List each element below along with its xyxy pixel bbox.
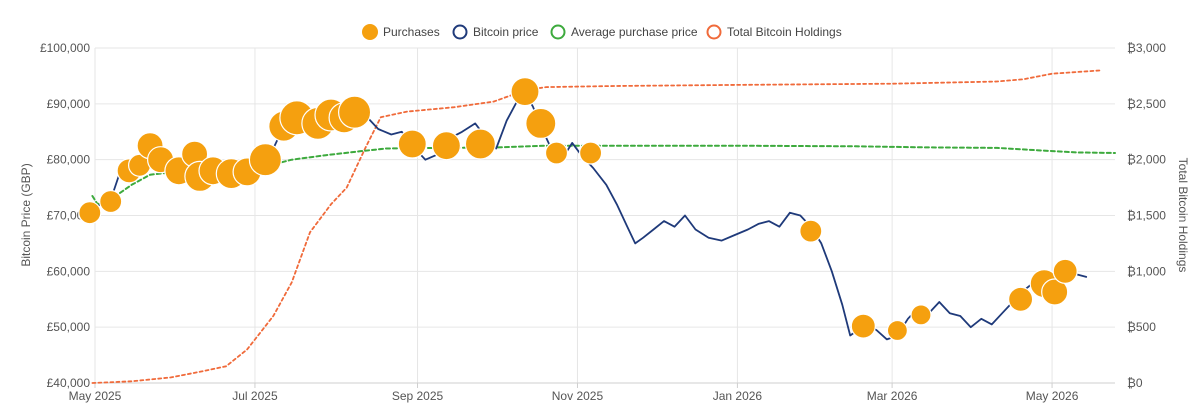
y-left-tick-label: £100,000 — [40, 41, 90, 55]
x-tick-label: May 2026 — [1026, 389, 1079, 403]
purchase-point — [1041, 278, 1069, 306]
legend-marker-hollow-icon — [452, 24, 468, 40]
bitcoin-price-line — [88, 91, 1088, 341]
purchase-point — [799, 219, 823, 243]
legend-item: Total Bitcoin Holdings — [706, 24, 842, 40]
purchase-point — [397, 129, 427, 159]
y-right-tick-label: ₿500 — [1127, 320, 1156, 334]
y-left-tick-label: £80,000 — [47, 153, 91, 167]
legend-marker-hollow-icon — [550, 24, 566, 40]
purchase-point — [99, 189, 123, 214]
purchase-point — [464, 128, 496, 160]
purchase-point — [431, 131, 461, 161]
legend-item: Bitcoin price — [452, 24, 539, 40]
purchase-point — [578, 141, 603, 165]
y-right-tick-label: ₿2,500 — [1127, 97, 1166, 111]
y-left-axis-title: Bitcoin Price (GBP) — [19, 163, 33, 266]
legend: Purchases Bitcoin price Average purchase p… — [362, 24, 842, 40]
series-lines — [88, 69, 1116, 384]
legend-label: Bitcoin price — [473, 25, 539, 39]
grid-lines — [94, 47, 1115, 384]
y-right-axis-title: Total Bitcoin Holdings — [1176, 158, 1190, 273]
y-left-tick-label: £90,000 — [47, 97, 91, 111]
x-tick-label: May 2025 — [69, 389, 122, 403]
total-bitcoin-holdings-line — [91, 69, 1103, 384]
y-right-tick-label: ₿2,000 — [1127, 153, 1166, 167]
x-tick-label: Sep 2025 — [392, 389, 444, 403]
purchase-point — [78, 201, 102, 225]
x-tick-label: Nov 2025 — [552, 389, 604, 403]
x-tick-label: Jul 2025 — [232, 389, 278, 403]
y-right-tick-label: ₿1,000 — [1127, 264, 1166, 278]
purchase-point — [544, 141, 569, 165]
legend-marker-hollow-icon — [706, 24, 722, 40]
purchase-point — [525, 107, 557, 140]
y-left-tick-label: £40,000 — [47, 376, 91, 390]
y-left-axis: £40,000£50,000£60,000£70,000£80,000£90,0… — [40, 41, 90, 390]
purchase-markers — [78, 76, 1078, 342]
average-purchase-price-line — [91, 144, 1116, 206]
purchase-point — [510, 76, 540, 107]
legend-label: Total Bitcoin Holdings — [727, 25, 842, 39]
y-right-tick-label: ₿1,500 — [1127, 209, 1166, 223]
purchase-point — [886, 319, 909, 342]
y-right-tick-label: ₿3,000 — [1127, 41, 1166, 55]
legend-item: Average purchase price — [550, 24, 698, 40]
x-tick-label: Mar 2026 — [867, 389, 918, 403]
y-left-tick-label: £50,000 — [47, 320, 91, 334]
y-right-tick-label: ₿0 — [1127, 376, 1143, 390]
legend-marker-filled-icon — [362, 24, 378, 40]
purchase-point — [1007, 286, 1034, 312]
purchase-point — [338, 95, 372, 129]
legend-item: Purchases — [362, 24, 440, 40]
y-left-tick-label: £60,000 — [47, 264, 91, 278]
legend-label: Average purchase price — [571, 25, 698, 39]
purchase-point — [1052, 258, 1078, 284]
purchase-point — [248, 143, 282, 177]
purchase-point — [910, 304, 932, 326]
x-axis: May 2025 Jul 2025 Sep 2025 Nov 2025 Jan 2026… — [69, 383, 1079, 403]
purchase-point — [850, 313, 876, 339]
x-tick-label: Jan 2026 — [713, 389, 763, 403]
y-right-axis: ₿0 ₿500 ₿1,000 ₿1,500 ₿2,000 ₿2,500 ₿3,000 — [1127, 41, 1166, 390]
legend-label: Purchases — [383, 25, 440, 39]
